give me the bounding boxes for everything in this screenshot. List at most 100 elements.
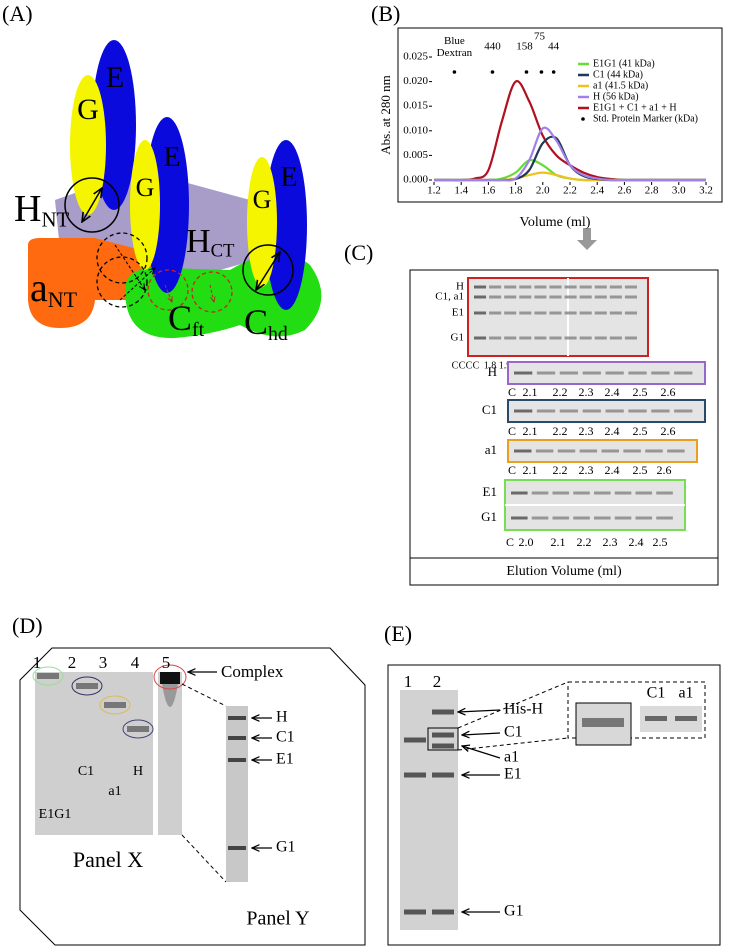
gel-band bbox=[609, 295, 622, 299]
panel-title: Panel Y bbox=[246, 908, 309, 930]
dashed-circle bbox=[191, 271, 233, 313]
domain-label: aNT bbox=[30, 265, 78, 312]
gel-band bbox=[534, 295, 547, 299]
x-tick-label: 1.4 bbox=[454, 185, 468, 197]
domain-label: G bbox=[253, 185, 272, 214]
gel-band bbox=[432, 909, 454, 915]
band-label: C1 bbox=[504, 724, 523, 741]
zoom-line bbox=[457, 737, 569, 751]
gel-band bbox=[76, 683, 98, 689]
lane-label: 2.3 bbox=[579, 424, 594, 438]
footer-label: Elution Volume (ml) bbox=[506, 564, 622, 579]
gel-band bbox=[564, 336, 577, 340]
gel-band bbox=[552, 491, 570, 495]
panel-c-frame bbox=[409, 269, 719, 586]
zoom-line bbox=[457, 681, 569, 729]
domain-subscript: NT bbox=[48, 287, 78, 312]
gel-band bbox=[432, 743, 454, 749]
gel-band bbox=[228, 716, 246, 720]
x-axis-label: Volume (ml) bbox=[520, 215, 591, 230]
legend-label: E1G1 + C1 + a1 + H bbox=[593, 102, 677, 113]
lane-label: 2.3 bbox=[579, 463, 594, 477]
gel-band bbox=[489, 311, 502, 315]
arrow bbox=[458, 710, 501, 712]
domain-name: H bbox=[186, 223, 211, 260]
lane-label: 2.4 bbox=[605, 463, 620, 477]
gel-band bbox=[594, 311, 607, 315]
gel-band bbox=[504, 336, 517, 340]
y-tick-label: 0.010 bbox=[403, 124, 428, 136]
x-tick-label: 3.2 bbox=[699, 185, 713, 197]
x-tick-label: 2.8 bbox=[645, 185, 659, 197]
y-tick-label: 0.020 bbox=[403, 75, 428, 87]
lane-label: a1 bbox=[678, 685, 693, 702]
domain-name: H bbox=[14, 188, 41, 230]
gel-band bbox=[601, 449, 619, 453]
series-line bbox=[434, 135, 706, 182]
zoom-line bbox=[181, 834, 227, 883]
gel-band bbox=[656, 491, 673, 495]
gel-image bbox=[467, 277, 649, 357]
y-tick-label: 0.000 bbox=[403, 174, 428, 186]
gel-band bbox=[623, 449, 641, 453]
lane-label: 2.2 bbox=[577, 535, 592, 549]
zoom-line bbox=[181, 683, 227, 707]
panel-label: (C) bbox=[344, 240, 373, 265]
gel-band bbox=[228, 846, 246, 850]
domain-label: HCT bbox=[186, 223, 235, 262]
dashed-arrow bbox=[164, 284, 172, 302]
band-highlight bbox=[153, 664, 187, 690]
gel-band bbox=[127, 726, 149, 732]
lane-label: C bbox=[466, 360, 473, 371]
gel-band bbox=[489, 336, 502, 340]
gel-band bbox=[579, 295, 592, 299]
gel-band bbox=[535, 449, 554, 453]
band-label: a1 bbox=[485, 442, 497, 457]
gel-band bbox=[628, 371, 647, 375]
marker-label: 44 bbox=[548, 41, 560, 53]
lane-label: 2.1 bbox=[523, 385, 538, 399]
lane-label: 2.1 bbox=[551, 535, 566, 549]
gel-band bbox=[557, 449, 576, 453]
domain-subscript: CT bbox=[211, 241, 235, 262]
gel-band bbox=[579, 336, 592, 340]
panel-label: (E) bbox=[384, 621, 412, 646]
gel-band bbox=[564, 285, 577, 289]
band-label: G1 bbox=[451, 332, 464, 344]
gel-band bbox=[628, 409, 647, 413]
gel-band bbox=[651, 409, 670, 413]
domain-label: Chd bbox=[244, 302, 288, 344]
gel-band bbox=[594, 285, 607, 289]
legend-label: C1 (44 kDa) bbox=[593, 69, 643, 80]
lane-label: C bbox=[508, 424, 516, 438]
lane-label: 2.5 bbox=[633, 385, 648, 399]
gel-band bbox=[614, 516, 632, 520]
gel-band bbox=[645, 449, 663, 453]
panel-label: (A) bbox=[2, 1, 33, 26]
gel-image bbox=[35, 672, 153, 835]
gel-band bbox=[674, 409, 693, 413]
domain-name: G bbox=[136, 173, 155, 202]
lane-label: 2.1 bbox=[523, 463, 538, 477]
domain-label: E bbox=[106, 61, 124, 94]
lane-label: 2.5 bbox=[653, 535, 668, 549]
gel-band bbox=[609, 336, 622, 340]
lane-label: 2.6 bbox=[661, 385, 676, 399]
lane-label: 2.3 bbox=[579, 385, 594, 399]
domain-label: Cft bbox=[168, 298, 205, 340]
g-subunit bbox=[130, 140, 160, 270]
band-label: E1 bbox=[276, 751, 294, 768]
panel-label: (B) bbox=[371, 1, 400, 26]
gel-band bbox=[579, 285, 592, 289]
marker-label: 440 bbox=[484, 41, 501, 53]
legend-label: Std. Protein Marker (kDa) bbox=[593, 113, 698, 124]
domain-name: E bbox=[106, 61, 124, 94]
band-highlight bbox=[122, 719, 154, 739]
marker-label: 75 bbox=[534, 31, 546, 43]
band-label: E1 bbox=[483, 484, 497, 499]
gel-band bbox=[594, 295, 607, 299]
gel-band bbox=[536, 409, 556, 413]
lane-label: C1 bbox=[647, 685, 666, 702]
domain-label: HNT bbox=[14, 188, 70, 232]
